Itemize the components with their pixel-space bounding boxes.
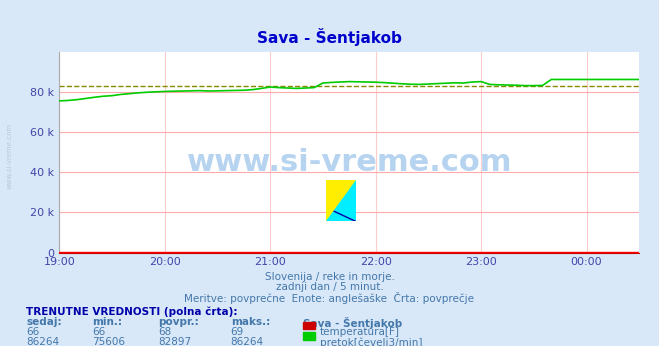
Text: 68: 68 bbox=[158, 327, 171, 337]
Text: www.si-vreme.com: www.si-vreme.com bbox=[186, 148, 512, 177]
Text: Slovenija / reke in morje.: Slovenija / reke in morje. bbox=[264, 272, 395, 282]
Text: 66: 66 bbox=[26, 327, 40, 337]
Text: 86264: 86264 bbox=[26, 337, 59, 346]
Text: zadnji dan / 5 minut.: zadnji dan / 5 minut. bbox=[275, 282, 384, 292]
Text: 69: 69 bbox=[231, 327, 244, 337]
Polygon shape bbox=[333, 211, 356, 221]
Text: Meritve: povprečne  Enote: anglešaške  Črta: povprečje: Meritve: povprečne Enote: anglešaške Črt… bbox=[185, 292, 474, 304]
Polygon shape bbox=[326, 180, 356, 221]
Text: min.:: min.: bbox=[92, 317, 123, 327]
Text: Sava - Šentjakob: Sava - Šentjakob bbox=[303, 317, 403, 329]
Text: 86264: 86264 bbox=[231, 337, 264, 346]
Text: temperatura[F]: temperatura[F] bbox=[320, 327, 399, 337]
Text: TRENUTNE VREDNOSTI (polna črta):: TRENUTNE VREDNOSTI (polna črta): bbox=[26, 306, 238, 317]
Text: maks.:: maks.: bbox=[231, 317, 270, 327]
Text: Sava - Šentjakob: Sava - Šentjakob bbox=[257, 28, 402, 46]
Text: 66: 66 bbox=[92, 327, 105, 337]
Polygon shape bbox=[326, 180, 356, 221]
Text: www.si-vreme.com: www.si-vreme.com bbox=[7, 122, 13, 189]
Text: pretok[čevelj3/min]: pretok[čevelj3/min] bbox=[320, 337, 422, 346]
Text: 75606: 75606 bbox=[92, 337, 125, 346]
Text: povpr.:: povpr.: bbox=[158, 317, 199, 327]
Text: 82897: 82897 bbox=[158, 337, 191, 346]
Text: sedaj:: sedaj: bbox=[26, 317, 62, 327]
